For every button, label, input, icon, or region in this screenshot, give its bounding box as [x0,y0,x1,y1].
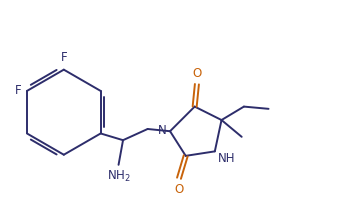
Text: F: F [60,51,67,64]
Text: N: N [158,124,167,137]
Text: O: O [192,67,202,80]
Text: F: F [15,84,22,97]
Text: NH: NH [218,153,236,165]
Text: O: O [175,183,184,196]
Text: NH$_2$: NH$_2$ [107,169,130,184]
